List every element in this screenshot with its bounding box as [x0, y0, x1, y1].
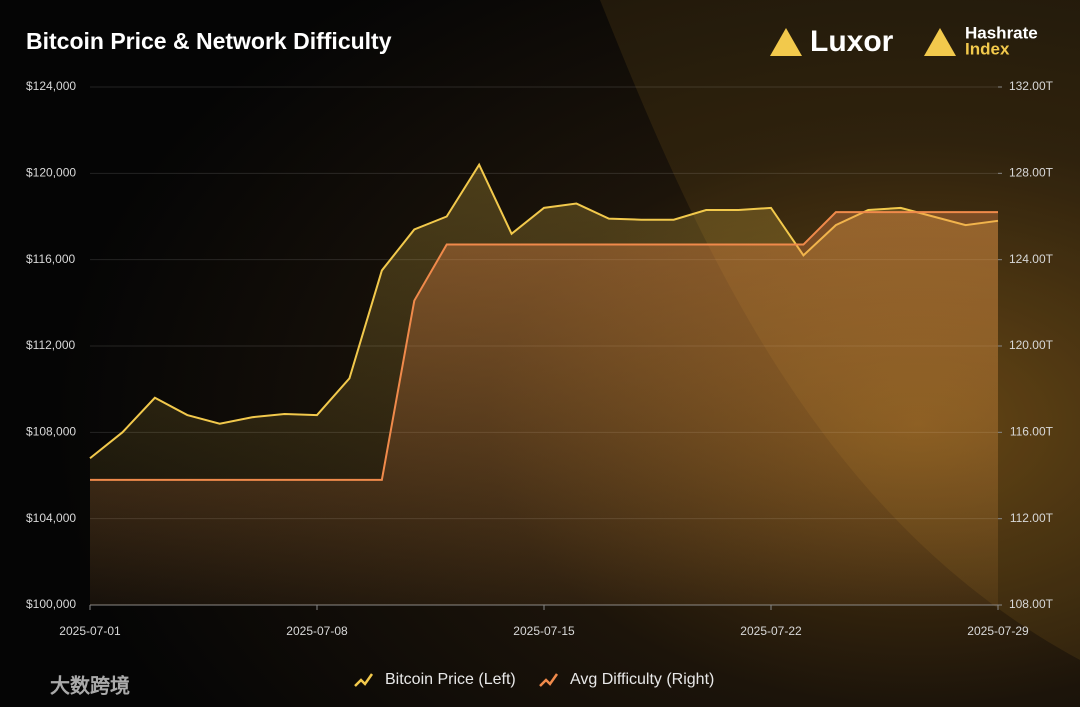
- y2-tick-label: 120.00T: [1009, 338, 1054, 352]
- x-tick-label: 2025-07-01: [59, 624, 121, 638]
- y-tick-label: $104,000: [26, 511, 76, 525]
- y-tick-label: $116,000: [26, 252, 75, 266]
- brand2: Hashrate: [965, 23, 1038, 42]
- y-tick-label: $112,000: [26, 338, 75, 352]
- x-tick-label: 2025-07-22: [740, 624, 802, 638]
- brand: Luxor: [810, 25, 894, 58]
- legend-icon: [539, 673, 559, 687]
- y-tick-label: $100,000: [26, 597, 76, 611]
- y2-tick-label: 108.00T: [1009, 597, 1054, 611]
- legend-icon: [354, 673, 374, 687]
- y-tick-label: $108,000: [26, 425, 76, 439]
- y2-tick-label: 116.00T: [1010, 425, 1054, 439]
- chart-title: Bitcoin Price & Network Difficulty: [26, 28, 392, 54]
- y-tick-label: $124,000: [26, 79, 76, 93]
- y2-tick-label: 132.00T: [1009, 79, 1054, 93]
- brand2: Index: [965, 39, 1010, 58]
- x-tick-label: 2025-07-08: [286, 624, 348, 638]
- y-tick-label: $120,000: [26, 166, 76, 180]
- x-tick-label: 2025-07-29: [967, 624, 1029, 638]
- y2-tick-label: 112.00T: [1010, 511, 1054, 525]
- watermark: 大数跨境: [50, 673, 130, 697]
- legend-label: Avg Difficulty (Right): [570, 671, 714, 688]
- area: [90, 212, 998, 605]
- legend-label: Bitcoin Price (Left): [385, 671, 516, 688]
- y2-tick-label: 128.00T: [1009, 166, 1054, 180]
- logo-icon: [770, 28, 802, 56]
- x-tick-label: 2025-07-15: [513, 624, 575, 638]
- line: [90, 211, 998, 481]
- y2-tick-label: 124.00T: [1009, 252, 1054, 266]
- logo-icon: [924, 28, 956, 56]
